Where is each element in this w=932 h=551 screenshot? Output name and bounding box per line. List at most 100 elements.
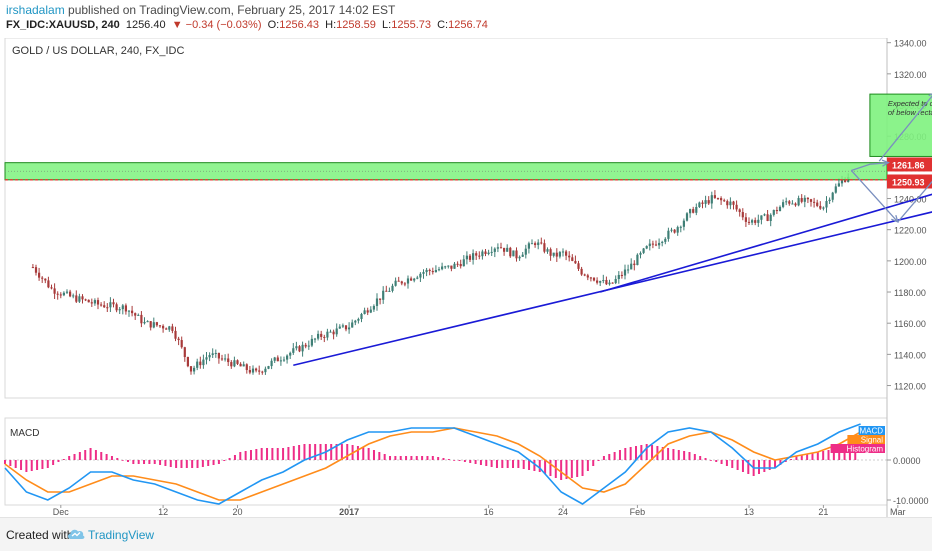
candle-body: [382, 290, 385, 300]
tradingview-brand[interactable]: TradingView: [88, 528, 155, 542]
candle-body: [512, 250, 515, 257]
candle-body: [78, 296, 81, 302]
time-tick-label: 21: [818, 507, 828, 517]
histogram-bar: [757, 460, 760, 474]
histogram-bar: [437, 457, 440, 460]
chart-svg[interactable]: 1340.001320.001300.001280.001260.001240.…: [0, 37, 932, 517]
publish-info: published on TradingView.com, February 2…: [64, 3, 396, 17]
histogram-bar: [715, 460, 718, 462]
candle-body: [534, 243, 537, 246]
signal-line: [4, 427, 861, 501]
candle-body: [459, 263, 462, 267]
candle-body: [276, 357, 279, 362]
candle-body: [772, 210, 775, 215]
main-pane: [4, 37, 888, 399]
chart-area[interactable]: 1340.001320.001300.001280.001260.001240.…: [0, 37, 932, 517]
histogram-bar: [795, 456, 798, 460]
histogram-bar: [153, 460, 156, 464]
candle-body: [183, 347, 186, 358]
macd-legend-label: MACD: [859, 427, 883, 436]
candle-body: [109, 302, 112, 308]
histogram-bar: [581, 460, 584, 476]
candle-body: [543, 243, 546, 252]
histogram-bar: [463, 460, 466, 462]
candle-body: [224, 358, 227, 360]
candle-body: [766, 214, 769, 221]
histogram-bar: [314, 444, 317, 460]
candle-body: [481, 251, 484, 257]
arrow-down-retest[interactable]: [850, 170, 899, 223]
candle-body: [682, 220, 685, 227]
drawings-group[interactable]: Expected to cross +1300.00 after the bre…: [293, 93, 932, 367]
candle-body: [487, 252, 490, 254]
histogram-bar: [126, 460, 129, 462]
username-link[interactable]: irshadalam: [6, 3, 65, 17]
histogram-bar: [667, 448, 670, 460]
histogram-bar: [843, 449, 846, 460]
histogram-bar: [282, 448, 285, 460]
candle-body: [394, 280, 397, 286]
candle-body: [518, 256, 521, 259]
candle-body: [586, 275, 589, 278]
candle-body: [503, 247, 506, 252]
candle-body: [769, 214, 772, 221]
macd-legend-label: Histogram: [847, 445, 884, 454]
candle-body: [623, 269, 627, 276]
histogram-bar: [159, 460, 162, 465]
histogram-bar: [602, 456, 605, 460]
candle-body: [323, 336, 326, 338]
histogram-bar: [196, 460, 199, 468]
histogram-bar: [410, 456, 413, 460]
candle-body: [202, 359, 205, 366]
tradingview-cloud-icon[interactable]: [66, 526, 86, 542]
candle-body: [304, 344, 307, 347]
histogram-bar: [68, 456, 71, 460]
open-label: O:: [267, 19, 280, 31]
histogram-bar: [640, 445, 643, 460]
histogram-bar: [453, 460, 456, 461]
arrow-up-direct[interactable]: [878, 93, 932, 162]
histogram-bar: [105, 454, 108, 460]
candle-body: [620, 274, 623, 276]
candle-body: [720, 198, 723, 201]
histogram-bar: [207, 460, 210, 466]
candle-body: [369, 309, 372, 313]
candle-body: [158, 325, 162, 327]
histogram-bar: [651, 445, 654, 460]
candle-body: [627, 269, 630, 271]
histogram-bar: [490, 460, 493, 467]
histogram-bar: [346, 444, 349, 460]
candle-body: [571, 257, 574, 261]
histogram-bar: [110, 456, 113, 460]
candle-body: [710, 195, 713, 204]
histogram-bar: [458, 460, 461, 461]
candle-body: [509, 247, 512, 257]
candle-body: [239, 363, 242, 367]
candle-body: [493, 248, 496, 252]
candle-body: [685, 213, 689, 221]
macd-legend-swatch: [830, 444, 885, 453]
histogram-bar: [389, 456, 392, 460]
price-tick-label: 1220.00: [894, 226, 927, 236]
candle-body: [289, 352, 292, 356]
histogram-bar: [838, 448, 841, 460]
histogram-bar: [720, 460, 723, 464]
candle-body: [227, 358, 230, 363]
candle-body: [220, 358, 224, 360]
target-rectangle[interactable]: [869, 93, 932, 157]
time-axis[interactable]: Dec122020171624Feb1321Mar1321Apr: [53, 505, 932, 517]
trendline-long[interactable]: [293, 184, 932, 367]
histogram-bar: [576, 460, 579, 477]
candle-body: [31, 267, 34, 269]
candle-body: [162, 325, 165, 329]
candle-body: [552, 252, 555, 256]
arrow-up-after-retest[interactable]: [897, 124, 932, 223]
symbol-label[interactable]: FX_IDC:XAUUSD, 240: [6, 19, 120, 31]
candle-body: [84, 299, 87, 301]
candle-body: [599, 281, 602, 283]
arrow-pullback-start[interactable]: [851, 162, 889, 172]
resistance-zone[interactable]: 1261.86 1250.93: [4, 157, 932, 189]
candle-body: [530, 243, 534, 245]
histogram-bar: [180, 460, 183, 468]
histogram-bar: [356, 446, 359, 460]
